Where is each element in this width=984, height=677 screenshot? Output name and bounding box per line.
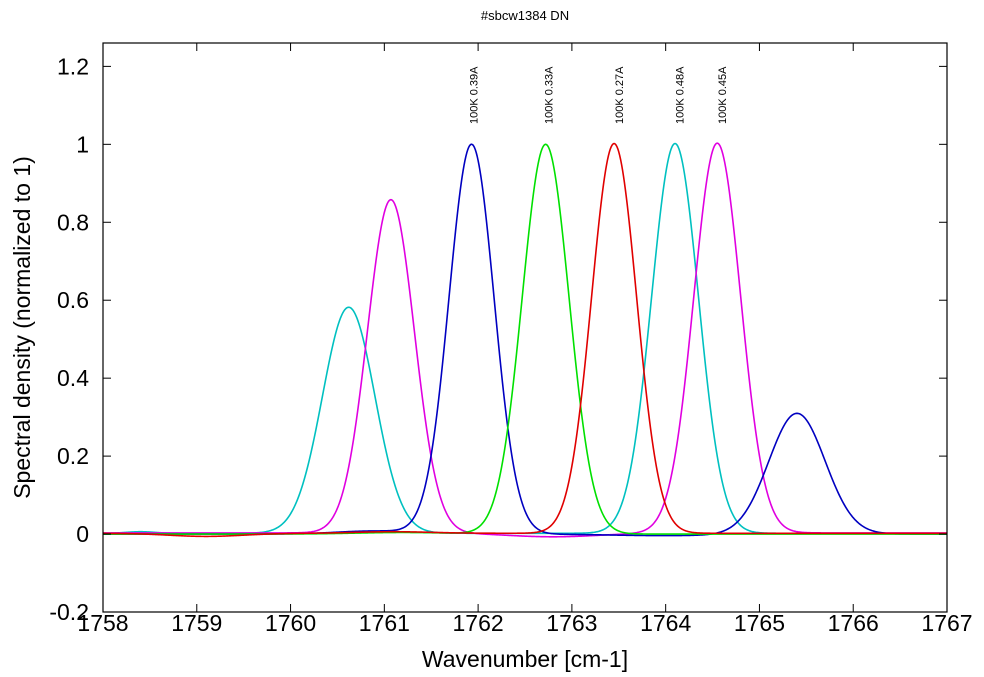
- y-tick-label: 0: [76, 521, 89, 547]
- y-tick-label: 0.2: [57, 443, 89, 469]
- y-tick-label: -0.2: [49, 599, 89, 625]
- peak-annotations: 100K 0.39A 100K 0.33A 100K 0.27A 100K 0.48A…: [468, 66, 729, 124]
- axis-ticks: 1758 1759 1760 1761 1762 1763 1764 1765 1766 1767…: [49, 43, 973, 636]
- series-group: [102, 142, 947, 538]
- x-tick-label: 1764: [640, 610, 691, 636]
- series-line-3: [103, 143, 947, 537]
- peak-annotation: 100K 0.27A: [614, 66, 626, 124]
- x-tick-label: 1762: [453, 610, 504, 636]
- x-tick-label: 1758: [77, 610, 128, 636]
- y-tick-label: 0.8: [57, 209, 89, 235]
- peak-annotation: 100K 0.45A: [717, 66, 729, 124]
- x-tick-label: 1766: [828, 610, 879, 636]
- x-tick-label: 1767: [921, 610, 972, 636]
- series-line-4: [103, 143, 947, 535]
- y-tick-label: 1: [76, 131, 89, 157]
- x-tick-label: 1759: [171, 610, 222, 636]
- y-tick-label: 1.2: [57, 53, 89, 79]
- y-axis-label: Spectral density (normalized to 1): [9, 156, 35, 499]
- peak-annotation: 100K 0.33A: [543, 66, 555, 124]
- x-tick-label: 1761: [359, 610, 410, 636]
- y-tick-label: 0.4: [57, 365, 89, 391]
- peak-annotation: 100K 0.39A: [468, 66, 480, 124]
- series-line-5: [103, 142, 947, 538]
- y-tick-label: 0.6: [57, 287, 89, 313]
- chart-title: #sbcw1384 DN: [481, 8, 569, 23]
- series-line-1: [102, 142, 947, 535]
- x-tick-label: 1763: [546, 610, 597, 636]
- x-tick-label: 1760: [265, 610, 316, 636]
- series-line-2: [103, 142, 947, 538]
- x-tick-label: 1765: [734, 610, 785, 636]
- peak-annotation: 100K 0.48A: [675, 66, 687, 124]
- plot-frame: [102, 42, 948, 613]
- x-axis-label: Wavenumber [cm-1]: [422, 646, 628, 672]
